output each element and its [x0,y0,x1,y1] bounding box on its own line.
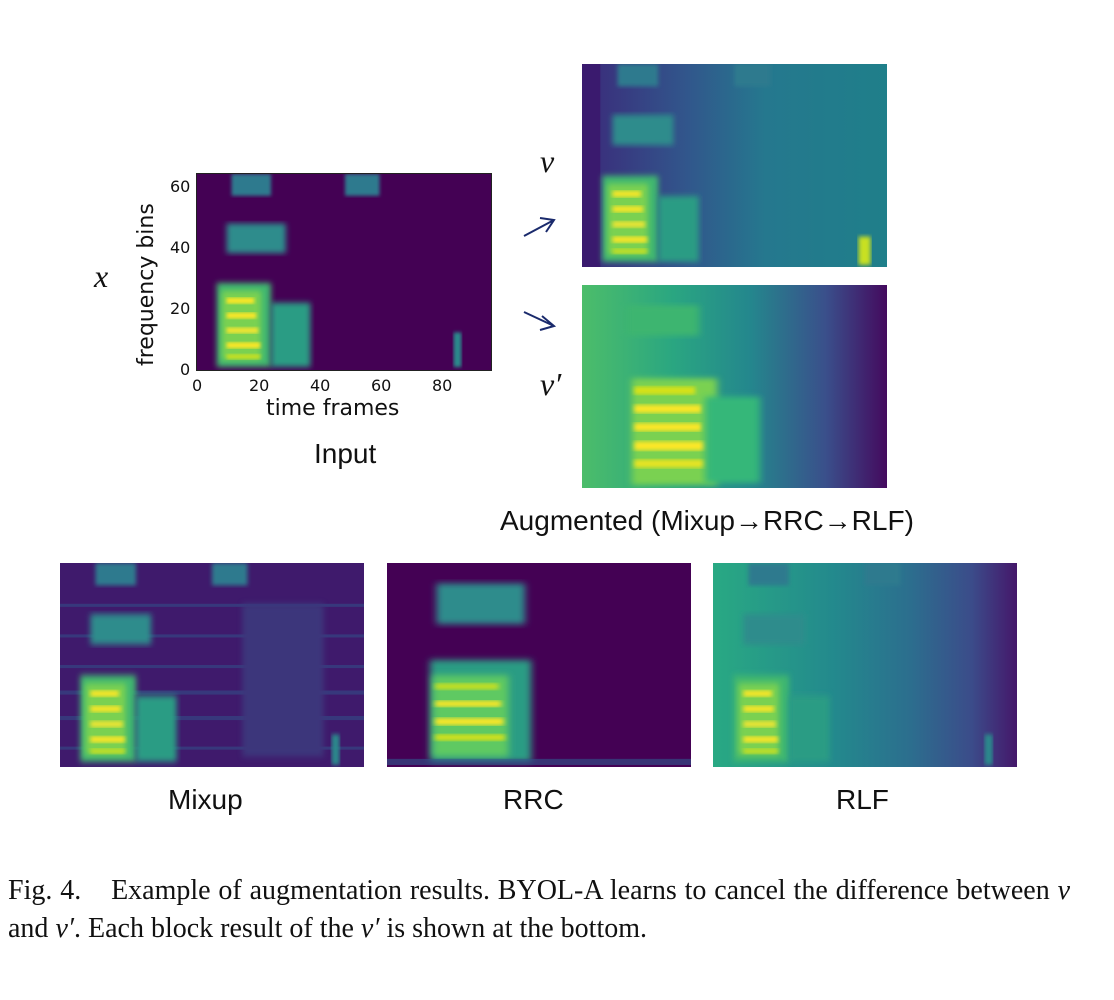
variable-v-prime: v′ [540,366,562,402]
input-label: Input [314,438,377,469]
xtick-80: 80 [432,376,453,395]
augmented-label: Augmented (Mixup→RRC→RLF) [500,505,914,536]
mixup-spectrogram [60,563,364,767]
input-ylabel: frequency bins [134,203,159,366]
rlf-spectrogram [713,563,1017,767]
ytick-20: 20 [170,299,191,318]
ytick-0: 0 [180,360,191,379]
input-spectrogram [196,173,492,371]
block-label-mixup: Mixup [168,784,243,815]
caption-var-v-prime: v′ [55,913,74,944]
caption-text-2: . Each block result of the [74,913,354,944]
caption-fig-label: Fig. 4. [8,875,82,906]
xtick-20: 20 [249,376,270,395]
caption-text-3: is shown at the bottom. [386,913,648,944]
caption-text-and: and [8,913,49,944]
block-label-rlf: RLF [836,784,889,815]
input-xlabel: time frames [266,396,400,421]
arrow-to-v-prime-icon [523,311,557,331]
input-variable-x: x [94,258,109,294]
figure-caption: Fig. 4. Example of augmentation results.… [8,872,1070,948]
rrc-spectrogram [387,563,691,767]
xtick-0: 0 [192,376,203,395]
caption-text-1: Example of augmentation results. BYOL-A … [111,875,1050,906]
ytick-40: 40 [170,238,191,257]
xtick-40: 40 [310,376,331,395]
caption-var-v: v [1057,875,1071,906]
xtick-60: 60 [371,376,392,395]
block-label-rrc: RRC [503,784,564,815]
augmented-v-spectrogram [582,64,887,267]
ytick-60: 60 [170,177,191,196]
variable-v: v [540,143,555,179]
caption-var-v-prime-2: v′ [360,913,380,944]
arrow-to-v-icon [523,217,556,237]
augmented-v-prime-spectrogram [582,285,887,488]
